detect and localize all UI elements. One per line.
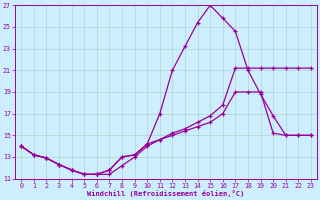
X-axis label: Windchill (Refroidissement éolien,°C): Windchill (Refroidissement éolien,°C) — [87, 190, 245, 197]
